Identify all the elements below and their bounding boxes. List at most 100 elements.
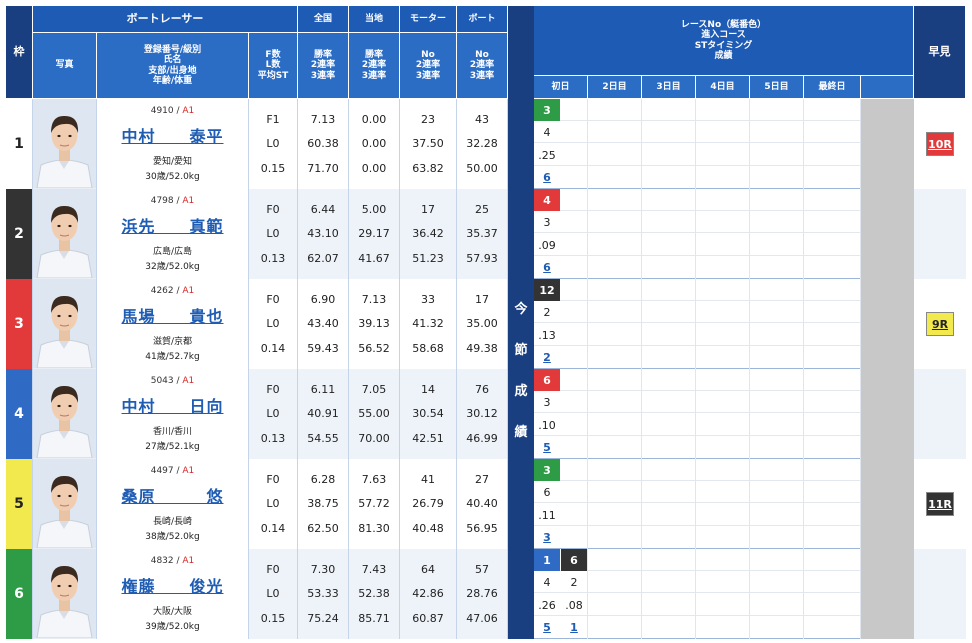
konsetsu-band: 今 節 成 績 [508, 99, 534, 639]
l-count: L0 [266, 407, 280, 421]
racer-row: 2 4798 / A1 浜先 真範 広島/広島 32歳/52.0kg F0 L0 0… [6, 189, 966, 279]
waku-number: 5 [6, 459, 33, 549]
boat-stats: 27 40.40 56.95 [457, 459, 508, 549]
l-count: L0 [266, 227, 280, 241]
racer-age-weight: 39歳/52.0kg [145, 622, 200, 632]
racer-row: 1 4910 / A1 中村 泰平 愛知/愛知 30歳/52.0kg F1 L0 0… [6, 99, 966, 189]
racer-photo[interactable] [33, 99, 97, 189]
header-local-sub: 勝率 2連率 3連率 [349, 33, 400, 99]
motor-stats: 17 36.42 51.23 [400, 189, 457, 279]
avg-st: 0.14 [260, 342, 286, 356]
result-course: 6 [543, 485, 551, 499]
day-column [588, 549, 642, 639]
konsetsu-band-header [508, 6, 534, 99]
racer-photo[interactable] [33, 369, 97, 459]
header-national-sub: 勝率 2連率 3連率 [298, 33, 349, 99]
boat-stats: 43 32.28 50.00 [457, 99, 508, 189]
racer-name-link[interactable]: 馬場 貴也 [121, 307, 224, 326]
day-column [534, 279, 588, 369]
boat-stats: 76 30.12 46.99 [457, 369, 508, 459]
result-st: .09 [538, 238, 556, 252]
result-rank-link[interactable]: 1 [570, 620, 578, 634]
header-right-title: レースNo（艇番色） 進入コース STタイミング 成績 [534, 6, 914, 76]
racer-table: 枠 ボートレーサー 写真 登録番号/級別 氏名 支部/出身地 年齢/体重 F数 … [6, 6, 966, 639]
racer-name-link[interactable]: 中村 日向 [121, 397, 224, 416]
result-rank-link[interactable]: 3 [543, 530, 551, 544]
boat-stats: 17 35.00 49.38 [457, 279, 508, 369]
result-course: 3 [543, 395, 551, 409]
day-column [750, 189, 804, 279]
day-column [804, 99, 861, 189]
f-count: F1 [266, 112, 280, 126]
konsetsu-char: 成 [514, 384, 528, 399]
fl-stats: F0 L0 0.15 [249, 549, 298, 639]
header-day-4: 4日目 [696, 76, 750, 99]
racer-name-link[interactable]: 浜先 真範 [121, 217, 224, 236]
racer-row: 4 5043 / A1 中村 日向 香川/香川 27歳/52.1kg F0 L0 0… [6, 369, 966, 459]
racer-row: 6 4832 / A1 権藤 俊光 大阪/大阪 39歳/52.0kg F0 L0 0… [6, 549, 966, 639]
racer-photo[interactable] [33, 189, 97, 279]
racer-pref: 滋賀/京都 [152, 337, 193, 347]
waku-number: 4 [6, 369, 33, 459]
national-stats: 6.44 43.10 62.07 [298, 189, 349, 279]
result-lane-badge: 6 [534, 369, 560, 391]
fl-stats: F0 L0 0.14 [249, 459, 298, 549]
racer-name-link[interactable]: 桑原 悠 [121, 487, 224, 506]
racer-name-link[interactable]: 権藤 俊光 [121, 577, 224, 596]
day-column [588, 279, 642, 369]
result-rank-link[interactable]: 5 [543, 440, 551, 454]
early-race-link[interactable]: 10R [926, 132, 954, 156]
day-column [750, 459, 804, 549]
day-column [696, 549, 750, 639]
l-count: L0 [266, 497, 280, 511]
boat-stats: 25 35.37 57.93 [457, 189, 508, 279]
racer-age-weight: 41歳/52.7kg [145, 352, 200, 362]
result-lane-badge: 12 [534, 279, 560, 301]
racer-photo[interactable] [33, 459, 97, 549]
result-st: .13 [538, 328, 556, 342]
konsetsu-char: 節 [514, 343, 528, 358]
early-cell: 9R [914, 279, 966, 369]
header-day-gray [861, 76, 914, 99]
result-lane-badge: 3 [534, 459, 560, 481]
day-column [588, 189, 642, 279]
early-race-link[interactable]: 9R [926, 312, 954, 336]
racer-name-link[interactable]: 中村 泰平 [121, 127, 224, 146]
result-st: .26 [538, 598, 556, 612]
racer-info: 4910 / A1 中村 泰平 愛知/愛知 30歳/52.0kg [97, 99, 249, 189]
result-st: .11 [538, 508, 556, 522]
header-boat-sub: No 2連率 3連率 [457, 33, 508, 99]
waku-number: 6 [6, 549, 33, 639]
day-column [642, 369, 696, 459]
racer-photo[interactable] [33, 279, 97, 369]
racer-info: 4798 / A1 浜先 真範 広島/広島 32歳/52.0kg [97, 189, 249, 279]
racer-reg: 5043 / A1 [150, 376, 195, 386]
result-rank-link[interactable]: 5 [543, 620, 551, 634]
motor-stats: 64 42.86 60.87 [400, 549, 457, 639]
national-stats: 6.11 40.91 54.55 [298, 369, 349, 459]
fl-stats: F1 L0 0.15 [249, 99, 298, 189]
result-rank-link[interactable]: 2 [543, 350, 551, 364]
result-rank-link[interactable]: 6 [543, 170, 551, 184]
day-column [642, 279, 696, 369]
header-national: 全国 [298, 6, 349, 33]
result-course: 3 [543, 215, 551, 229]
header-racer-group: ボートレーサー [33, 6, 298, 33]
early-race-link[interactable]: 11R [926, 492, 954, 516]
result-st: .25 [538, 148, 556, 162]
racer-info: 4497 / A1 桑原 悠 長崎/長崎 38歳/52.0kg [97, 459, 249, 549]
avg-st: 0.15 [260, 162, 286, 176]
konsetsu-char: 今 [514, 302, 528, 317]
header-day-3: 3日目 [642, 76, 696, 99]
racer-row: 3 4262 / A1 馬場 貴也 滋賀/京都 41歳/52.7kg F0 L0 0… [6, 279, 966, 369]
l-count: L0 [266, 587, 280, 601]
result-lane-badge: 4 [534, 189, 560, 211]
day-column [804, 279, 861, 369]
racer-reg: 4832 / A1 [150, 556, 195, 566]
result-rank-link[interactable]: 6 [543, 260, 551, 274]
f-count: F0 [266, 202, 280, 216]
racer-photo[interactable] [33, 549, 97, 639]
gray-column [861, 549, 914, 639]
racer-age-weight: 38歳/52.0kg [145, 532, 200, 542]
national-stats: 7.30 53.33 75.24 [298, 549, 349, 639]
